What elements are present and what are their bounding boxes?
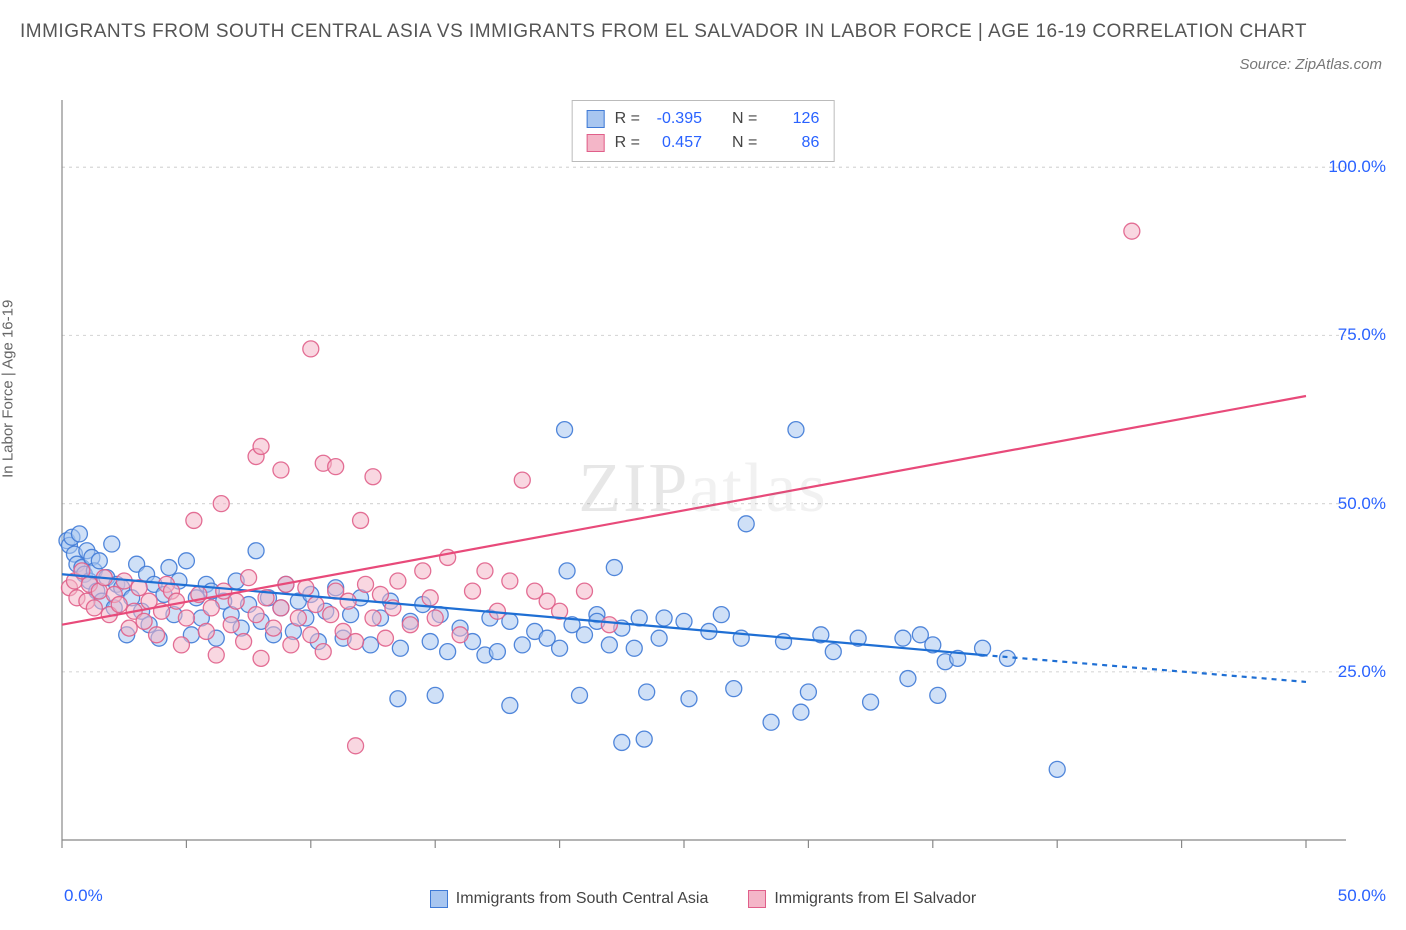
y-tick-label: 75.0% xyxy=(1338,325,1386,345)
y-tick-label: 100.0% xyxy=(1328,157,1386,177)
stat-R-label: R = xyxy=(615,107,640,131)
chart-title: IMMIGRANTS FROM SOUTH CENTRAL ASIA VS IM… xyxy=(20,18,1386,47)
stat-R-value-1: -0.395 xyxy=(650,107,702,131)
y-axis-label: In Labor Force | Age 16-19 xyxy=(0,300,17,478)
legend-swatch-1 xyxy=(430,890,448,908)
legend-item-series2: Immigrants from El Salvador xyxy=(748,890,976,908)
stat-N-label: N = xyxy=(732,107,757,131)
swatch-series1 xyxy=(587,110,605,128)
legend-bottom: Immigrants from South Central Asia Immig… xyxy=(20,890,1386,908)
stat-N-value-2: 86 xyxy=(767,131,819,155)
source-label: Source: ZipAtlas.com xyxy=(1239,56,1382,73)
legend-swatch-2 xyxy=(748,890,766,908)
stats-row-series1: R = -0.395 N = 126 xyxy=(587,107,820,131)
chart-container: In Labor Force | Age 16-19 R = -0.395 N … xyxy=(20,100,1386,910)
legend-label-2: Immigrants from El Salvador xyxy=(774,890,976,908)
stat-R-label: R = xyxy=(615,131,640,155)
stats-row-series2: R = 0.457 N = 86 xyxy=(587,131,820,155)
swatch-series2 xyxy=(587,134,605,152)
y-tick-label: 25.0% xyxy=(1338,662,1386,682)
stats-legend-box: R = -0.395 N = 126 R = 0.457 N = 86 xyxy=(572,100,835,162)
stat-N-value-1: 126 xyxy=(767,107,819,131)
legend-label-1: Immigrants from South Central Asia xyxy=(456,890,709,908)
y-tick-label: 50.0% xyxy=(1338,494,1386,514)
scatter-plot-svg xyxy=(20,100,1346,870)
stat-N-label: N = xyxy=(732,131,757,155)
stat-R-value-2: 0.457 xyxy=(650,131,702,155)
legend-item-series1: Immigrants from South Central Asia xyxy=(430,890,709,908)
